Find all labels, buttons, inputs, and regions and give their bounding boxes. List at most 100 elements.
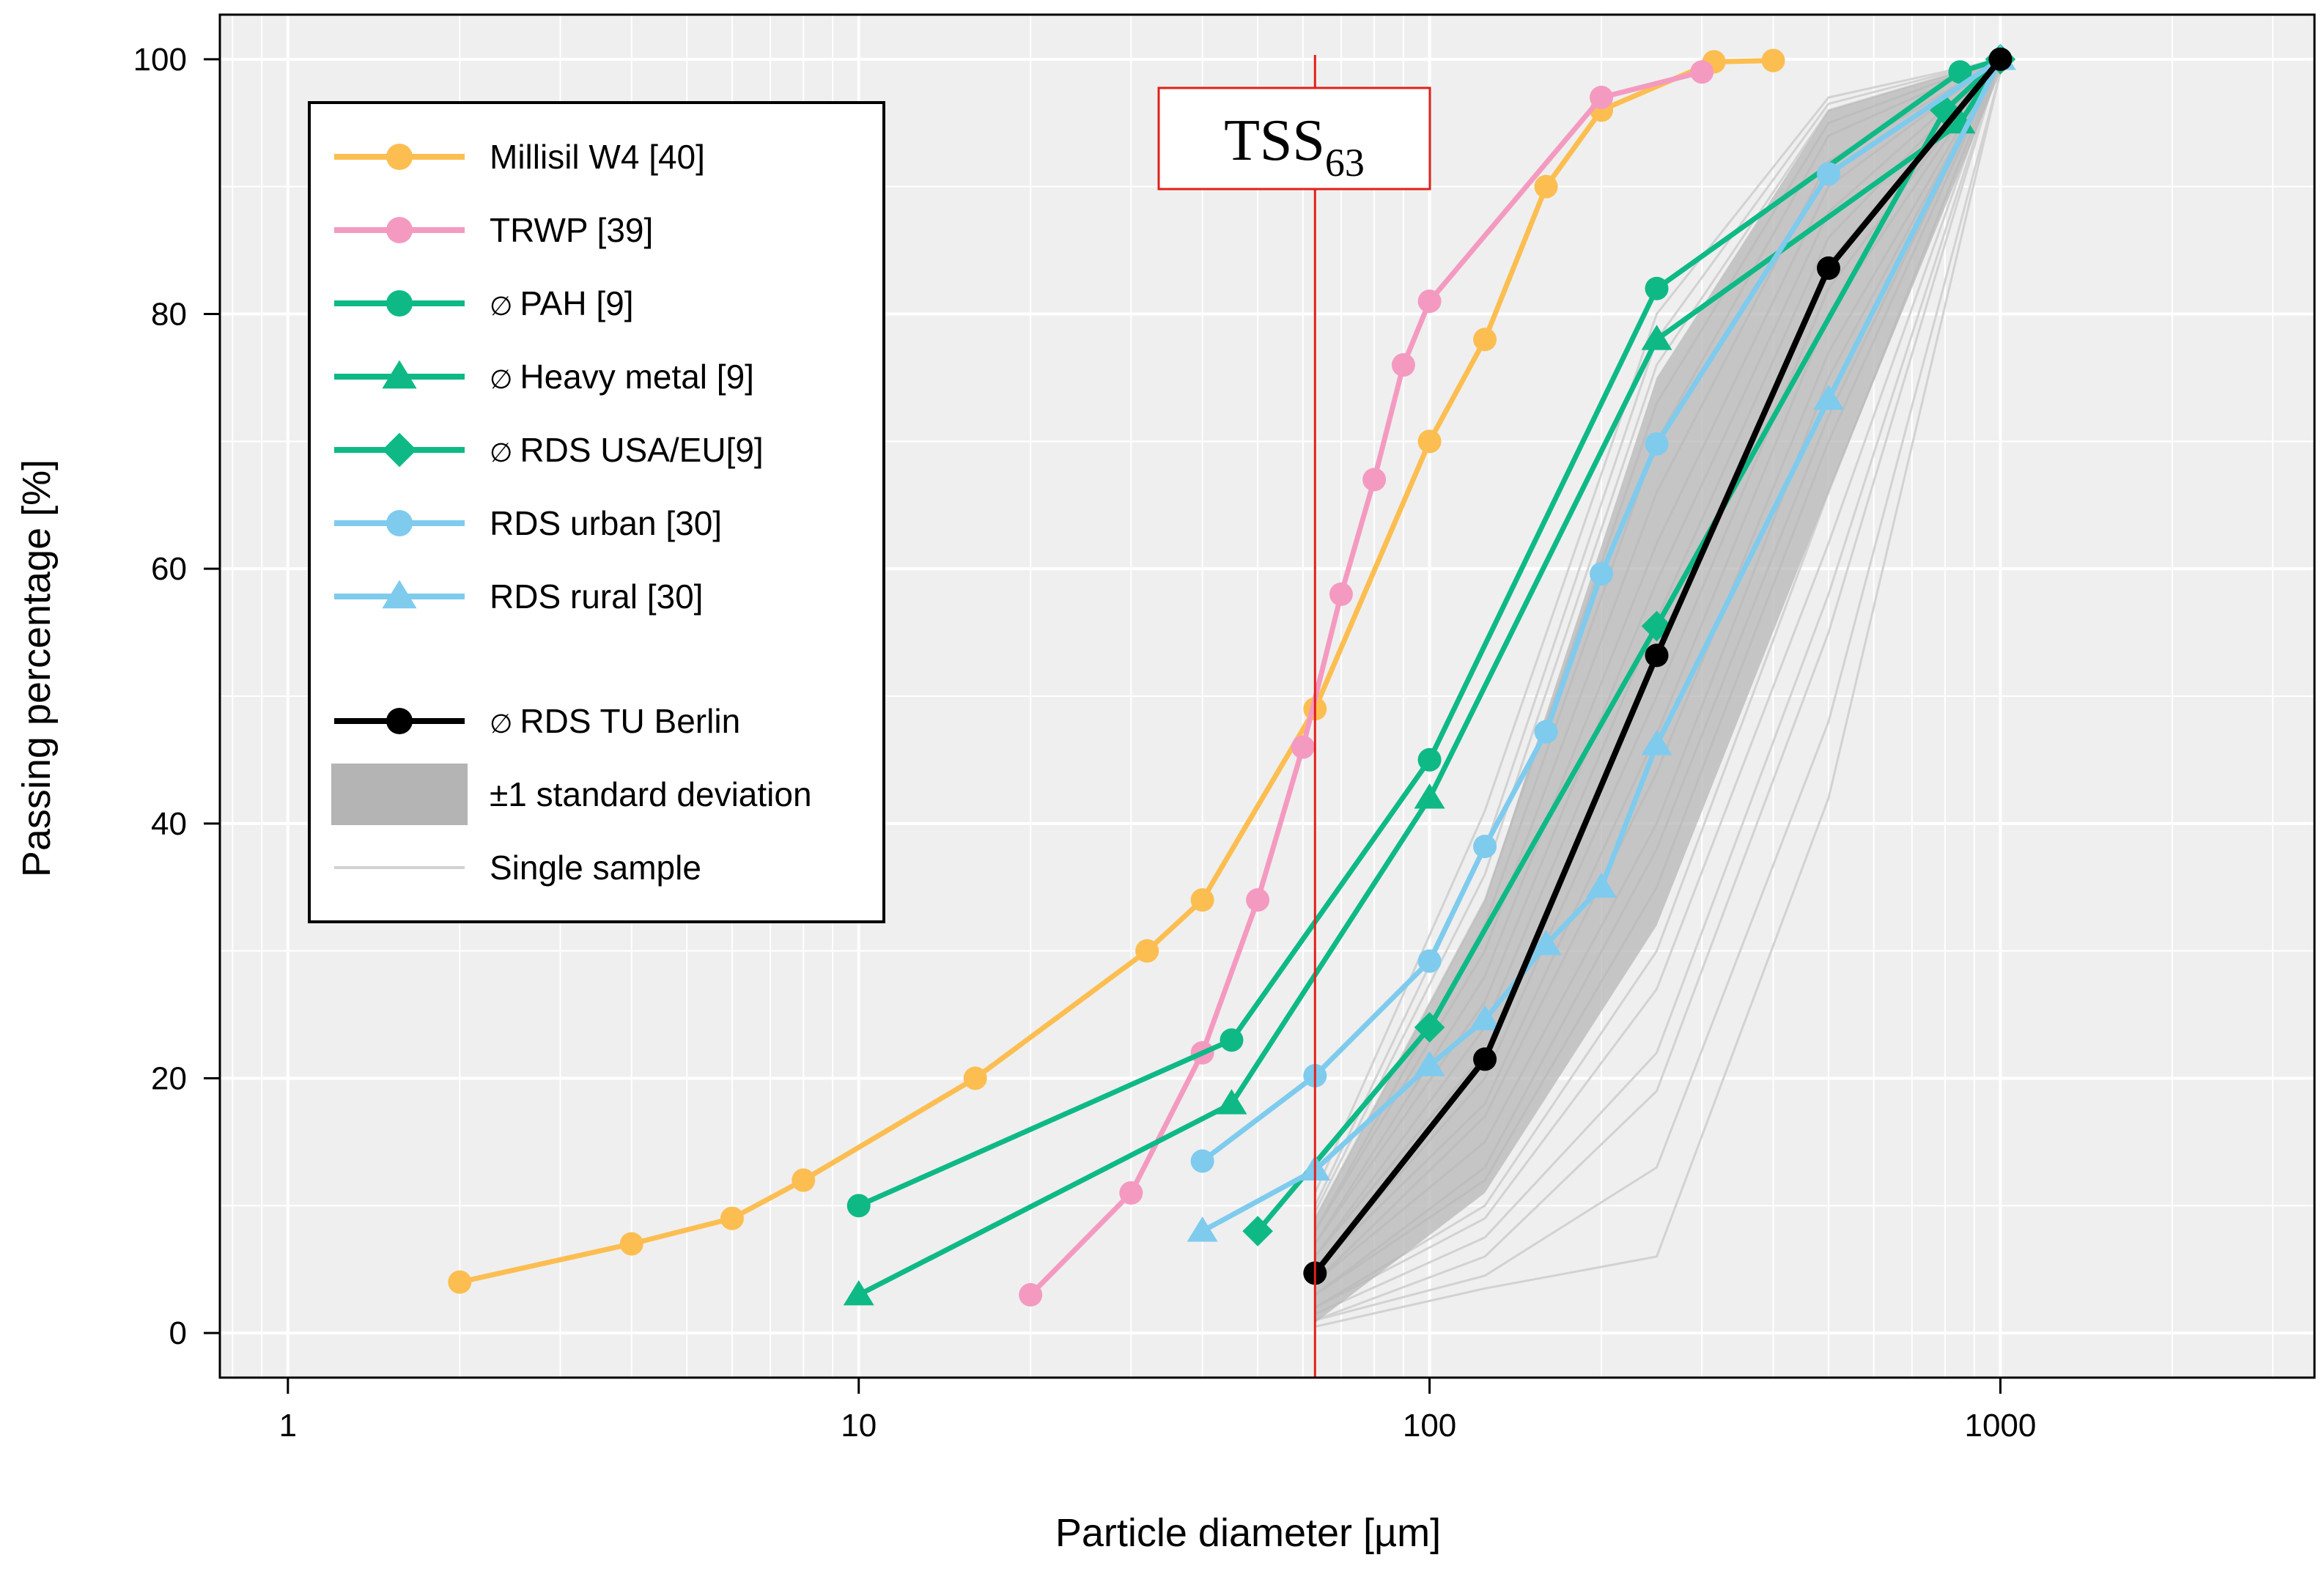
y-tick-label: 60	[151, 551, 187, 587]
y-tick-label: 100	[133, 42, 187, 78]
data-point	[619, 1232, 643, 1256]
data-point	[1135, 939, 1159, 963]
data-point	[1690, 60, 1714, 84]
legend-entry-2: ∅ PAH [9]	[334, 284, 633, 322]
data-point	[792, 1168, 816, 1192]
data-point	[1816, 162, 1840, 186]
y-tick-label: 40	[151, 806, 187, 842]
data-point	[448, 1270, 472, 1294]
legend-entry-4: ∅ RDS USA/EU[9]	[334, 431, 764, 469]
axis-ticks: 1 10 100 1000 0 20 40 60 80 100	[133, 42, 2037, 1444]
std-deviation-band	[1315, 59, 2001, 1323]
data-point	[1812, 384, 1844, 410]
data-point	[1816, 256, 1840, 280]
legend-text: RDS rural [30]	[490, 577, 703, 616]
data-point	[1988, 47, 2013, 71]
data-point	[1391, 353, 1415, 377]
legend-entry-5: RDS urban [30]	[334, 504, 722, 542]
legend-entry-9: Single sample	[334, 849, 701, 887]
legend-prefix: ∅	[490, 364, 520, 394]
data-point	[1417, 289, 1442, 314]
data-point	[1362, 468, 1387, 492]
legend-text: ±1 standard deviation	[490, 775, 812, 813]
x-tick-label: 10	[841, 1408, 877, 1444]
tss63-label-sub: 63	[1325, 141, 1365, 185]
legend-label: ∅ RDS TU Berlin	[490, 702, 740, 740]
data-point	[1417, 949, 1442, 973]
legend-text: RDS TU Berlin	[520, 702, 740, 740]
y-tick-label: 20	[151, 1060, 187, 1096]
data-point	[1586, 872, 1617, 898]
x-tick-label: 1000	[1964, 1408, 2036, 1444]
legend-entry-8: ±1 standard deviation	[331, 764, 812, 825]
data-point	[1414, 1051, 1445, 1076]
data-point	[1417, 429, 1442, 454]
tss63-layer: TSS63	[1157, 55, 1431, 1378]
single-sample-line	[1314, 71, 2002, 1328]
single-sample-line	[1314, 59, 2002, 1309]
tss63-label-box	[1157, 86, 1431, 191]
single-sample-line	[1313, 58, 2001, 1194]
data-point	[1645, 432, 1669, 456]
data-point	[1187, 1216, 1218, 1242]
data-point	[843, 1280, 874, 1306]
tss63-label: TSS63	[1224, 108, 1365, 185]
data-point	[1119, 1180, 1143, 1205]
legend-prefix: ∅	[490, 709, 520, 739]
legend-marker	[386, 144, 413, 170]
legend-text: Heavy metal [9]	[520, 358, 754, 396]
data-point	[1530, 929, 1562, 956]
data-point	[1534, 720, 1558, 744]
legend-entry-0: Millisil W4 [40]	[334, 138, 705, 176]
data-point	[1246, 888, 1270, 912]
legend-prefix: ∅	[490, 437, 520, 468]
tss63-label-main: TSS	[1224, 108, 1325, 173]
data-point	[1414, 1012, 1445, 1043]
y-axis-title: Passing percentage [%]	[15, 459, 59, 877]
data-point	[1190, 888, 1214, 912]
data-point	[1761, 48, 1785, 73]
std-band-layer	[1315, 59, 2001, 1323]
data-point	[1473, 328, 1497, 352]
legend-text: PAH [9]	[520, 284, 633, 322]
x-tick-label: 100	[1403, 1408, 1456, 1444]
data-point	[1469, 1005, 1501, 1030]
data-point	[1473, 835, 1497, 859]
legend-label: RDS rural [30]	[490, 577, 703, 616]
legend-marker	[386, 708, 413, 734]
legend: Millisil W4 [40] TRWP [39] ∅ PAH [9] ∅ Heav…	[308, 101, 885, 923]
single-sample-line	[1314, 71, 2002, 1322]
single-sample-line	[1314, 59, 2002, 1315]
single-sample-line	[1314, 59, 2002, 1322]
legend-label: TRWP [39]	[490, 211, 653, 249]
y-tick-label: 80	[151, 297, 187, 333]
series-5	[1190, 47, 2013, 1173]
legend-entry-6: RDS rural [30]	[334, 577, 703, 616]
data-point	[1645, 643, 1669, 668]
legend-entry-1: TRWP [39]	[334, 211, 653, 249]
legend-marker	[386, 510, 413, 536]
data-point	[1590, 562, 1614, 586]
legend-label: ∅ PAH [9]	[490, 284, 633, 322]
y-tick-label: 0	[169, 1315, 187, 1351]
data-point	[1414, 783, 1445, 809]
legend-marker	[386, 290, 413, 317]
x-axis-title: Particle diameter [µm]	[1055, 1511, 1441, 1555]
legend-marker	[386, 217, 413, 243]
legend-label: ∅ Heavy metal [9]	[490, 358, 754, 396]
legend-marker	[382, 360, 417, 389]
legend-label: Millisil W4 [40]	[490, 138, 705, 176]
data-point	[1291, 735, 1315, 759]
data-point	[1417, 747, 1442, 772]
legend-entry-3: ∅ Heavy metal [9]	[334, 358, 754, 396]
legend-band-swatch	[331, 764, 468, 825]
data-point	[1216, 1089, 1247, 1115]
data-point	[1019, 1283, 1043, 1307]
legend-label: RDS urban [30]	[490, 504, 722, 542]
x-tick-label: 1	[279, 1408, 297, 1444]
plot-frame	[218, 13, 2316, 1379]
series-line	[857, 57, 2003, 1298]
data-point	[1220, 1028, 1244, 1052]
legend-label: ∅ RDS USA/EU[9]	[490, 431, 764, 469]
